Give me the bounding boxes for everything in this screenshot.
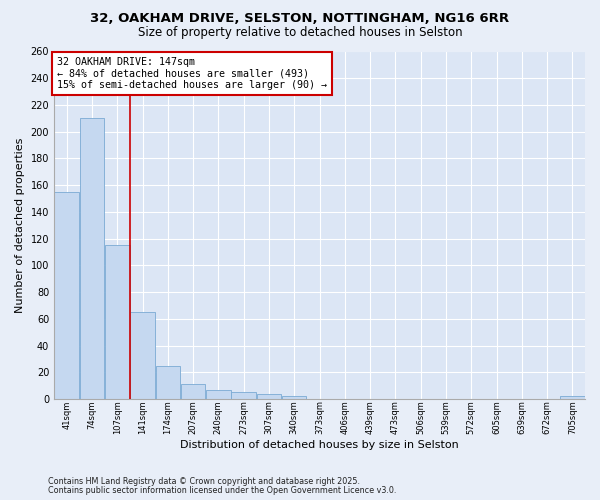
Bar [560, 396, 584, 399]
Text: Contains public sector information licensed under the Open Government Licence v3: Contains public sector information licen… [48, 486, 397, 495]
Bar [55, 192, 79, 399]
Bar [181, 384, 205, 399]
Bar [130, 312, 155, 399]
Text: 32, OAKHAM DRIVE, SELSTON, NOTTINGHAM, NG16 6RR: 32, OAKHAM DRIVE, SELSTON, NOTTINGHAM, N… [91, 12, 509, 26]
Text: Contains HM Land Registry data © Crown copyright and database right 2025.: Contains HM Land Registry data © Crown c… [48, 477, 360, 486]
Bar [232, 392, 256, 399]
X-axis label: Distribution of detached houses by size in Selston: Distribution of detached houses by size … [180, 440, 459, 450]
Bar [155, 366, 180, 399]
Text: 32 OAKHAM DRIVE: 147sqm
← 84% of detached houses are smaller (493)
15% of semi-d: 32 OAKHAM DRIVE: 147sqm ← 84% of detache… [56, 56, 326, 90]
Bar [80, 118, 104, 399]
Text: Size of property relative to detached houses in Selston: Size of property relative to detached ho… [137, 26, 463, 39]
Bar [105, 246, 130, 399]
Y-axis label: Number of detached properties: Number of detached properties [15, 138, 25, 313]
Bar [282, 396, 307, 399]
Bar [257, 394, 281, 399]
Bar [206, 390, 230, 399]
